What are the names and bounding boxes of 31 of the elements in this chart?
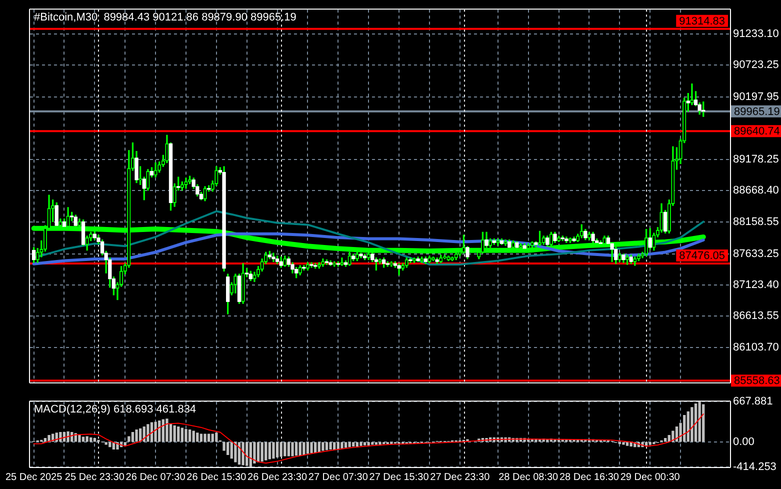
y-tick-label: -414.253 [733, 461, 776, 474]
x-tick-label: 27 Dec 07:30 [308, 472, 368, 483]
x-tick-label: 26 Dec 15:30 [186, 472, 247, 483]
ref-line-label: 87476.05 [679, 250, 726, 262]
y-tick-label: 91233.10 [733, 28, 779, 40]
ref-line-label: 85558.63 [734, 375, 780, 388]
chart-title: MACD(12,26,9) 618.693 461.834 [34, 404, 196, 416]
x-tick-label: 26 Dec 23:30 [248, 472, 308, 483]
ref-line-label: 89640.74 [734, 126, 780, 138]
y-tick-label: 88158.55 [733, 216, 779, 228]
x-tick-label: 26 Dec 07:30 [126, 472, 186, 483]
y-tick-label: 0.00 [733, 436, 754, 448]
x-tick-label: 25 Dec 2025 [5, 472, 63, 483]
x-tick-label: 28 Dec 08:30 [498, 472, 559, 483]
chart-title: #Bitcoin,M30 89984.43 90121.86 89879.90 89965.19 [34, 12, 296, 24]
y-tick-label: 89178.25 [733, 153, 779, 166]
y-tick-label: 88668.40 [733, 184, 779, 197]
y-tick-label: 87633.25 [733, 248, 779, 260]
y-tick-label: 87123.40 [733, 279, 779, 292]
ref-line-label: 89965.19 [734, 106, 780, 118]
ref-line-label: 91314.83 [679, 15, 726, 28]
y-tick-label: 90197.95 [733, 91, 779, 104]
x-tick-label: 27 Dec 15:30 [369, 472, 430, 483]
x-tick-label: 25 Dec 23:30 [64, 472, 125, 483]
x-tick-label: 29 Dec 00:30 [620, 472, 680, 483]
x-tick-label: 27 Dec 23:30 [430, 472, 490, 483]
y-tick-label: 86613.55 [733, 310, 779, 322]
y-tick-label: 86103.70 [733, 341, 779, 354]
y-tick-label: 667.881 [733, 396, 773, 408]
x-tick-label: 28 Dec 16:30 [559, 472, 620, 483]
y-tick-label: 90723.25 [733, 59, 779, 72]
